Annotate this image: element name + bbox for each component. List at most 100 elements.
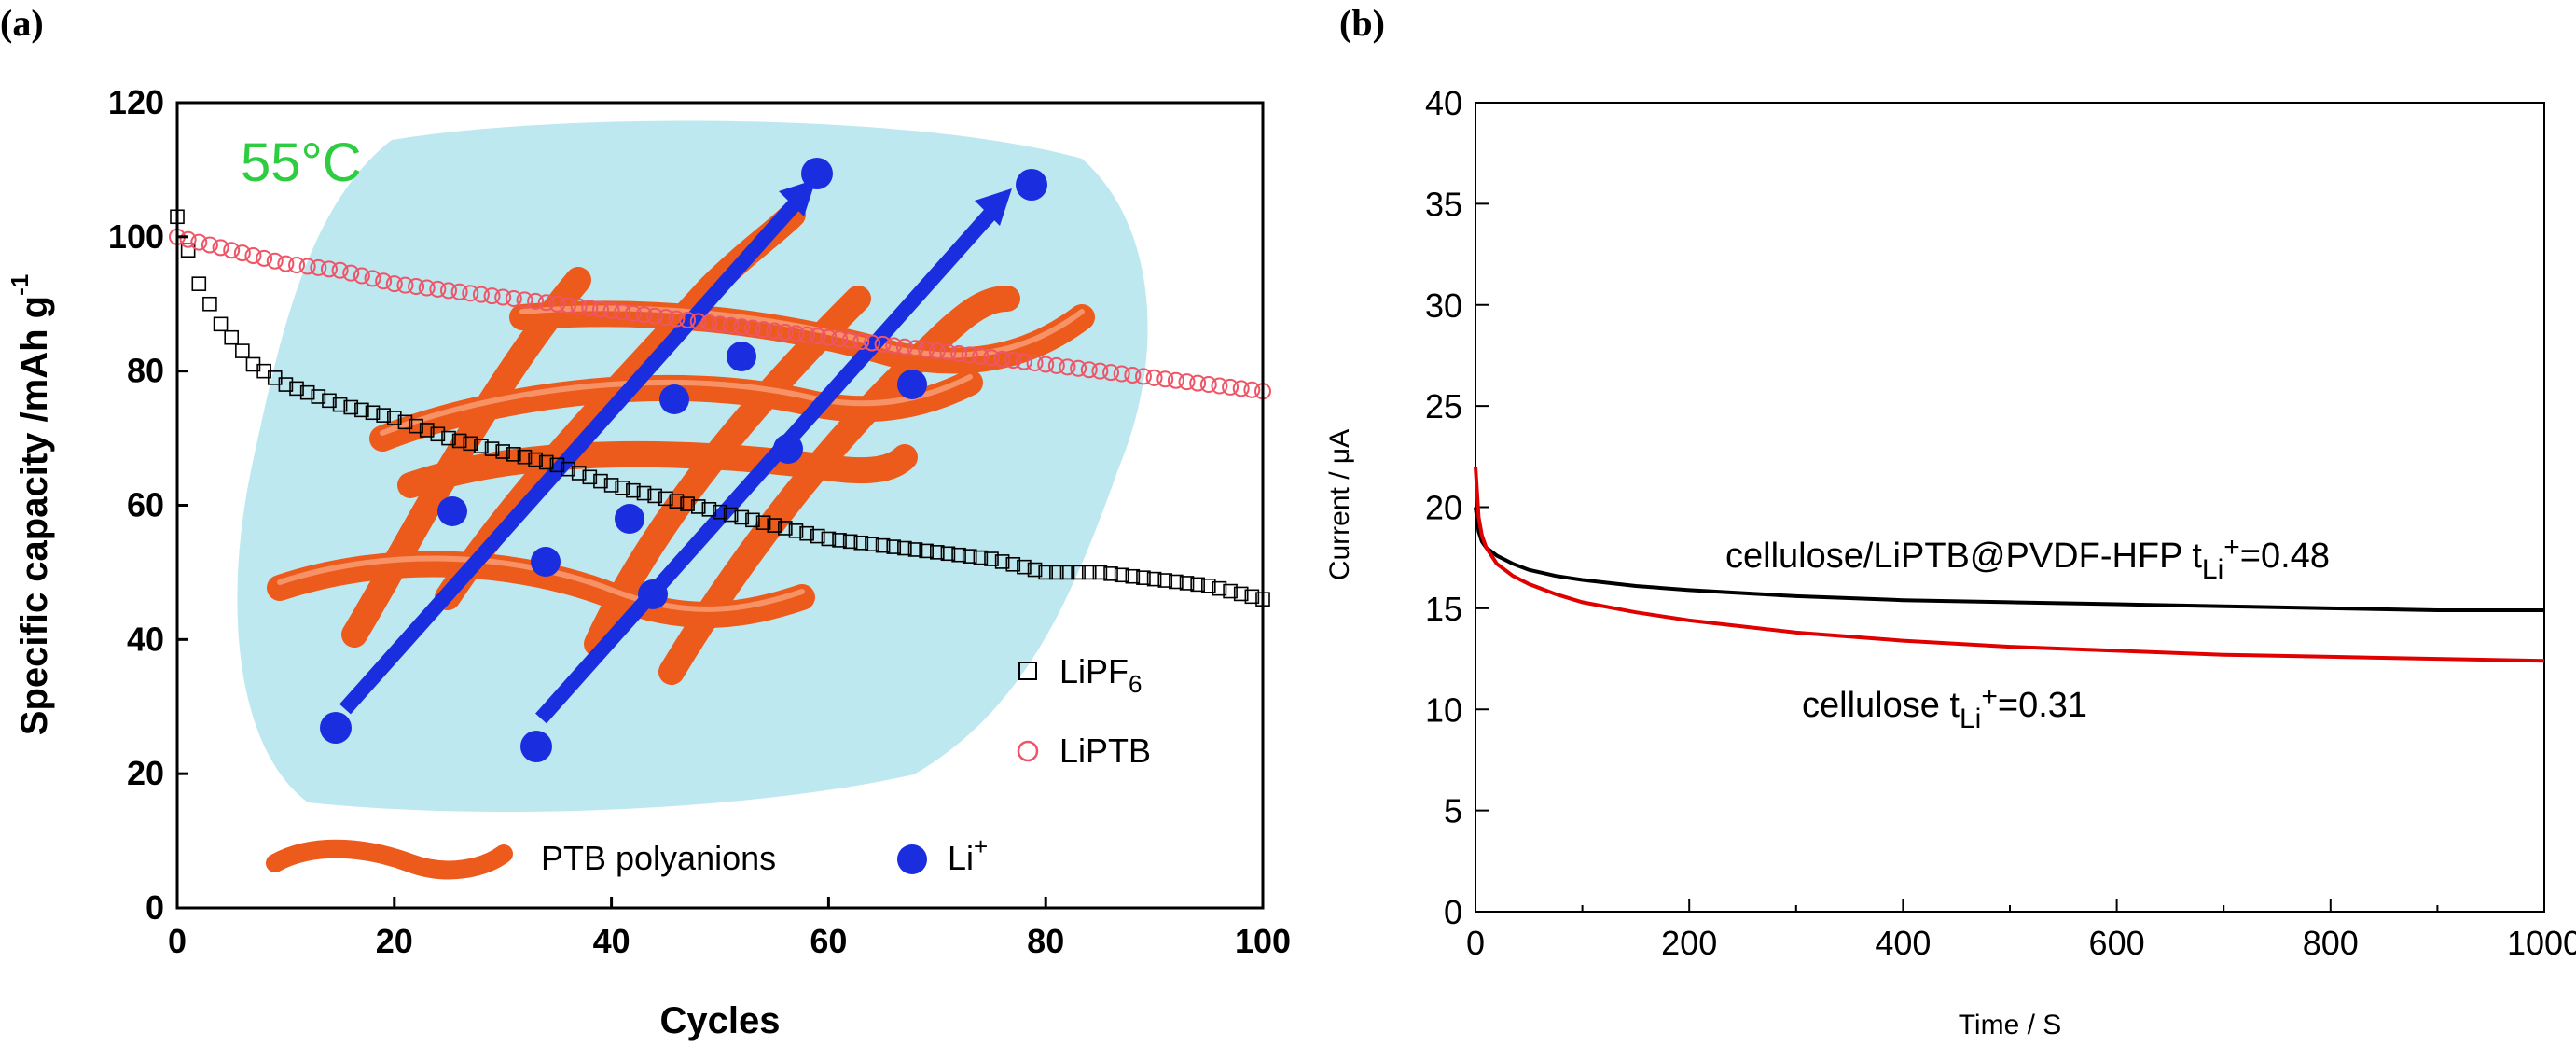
x-tick-label-b: 400	[1875, 924, 1931, 962]
data-point-liptb	[1091, 362, 1109, 380]
data-point-lipf6	[224, 329, 239, 345]
data-point-lipf6	[810, 528, 825, 544]
y-axis-title-a: Specific capacity /mAh g-1	[6, 274, 55, 735]
data-point-liptb	[1167, 371, 1184, 389]
polyanion-strand	[369, 370, 983, 452]
data-point-lipf6	[365, 405, 381, 421]
data-point-lipf6	[832, 533, 847, 548]
data-point-lipf6	[897, 540, 912, 556]
y-tick-label-b: 40	[1425, 84, 1462, 122]
data-point-liptb	[483, 287, 501, 305]
data-point-liptb	[570, 298, 588, 315]
x-tick-label-a: 60	[810, 922, 847, 960]
data-point-lipf6	[875, 537, 891, 553]
x-tick-label-b: 0	[1466, 924, 1485, 962]
data-point-lipf6	[1212, 580, 1227, 596]
temperature-label: 55°C	[241, 132, 362, 193]
data-point-liptb	[635, 306, 653, 324]
data-point-lipf6	[734, 509, 750, 525]
x-axis-title-a: Cycles	[660, 1000, 781, 1041]
y-tick-label-b: 35	[1425, 185, 1462, 223]
data-point-liptb	[852, 333, 870, 351]
panel-b-chart: 0 200 400 600 800 1000 0 5 10 15 20 25 30 35 40 Time …	[1324, 84, 2576, 1040]
data-point-lipf6	[528, 452, 543, 467]
data-point-lipf6	[1071, 565, 1086, 580]
data-point-lipf6	[386, 411, 402, 425]
data-point-liptb	[918, 341, 935, 358]
data-point-liptb	[256, 249, 273, 267]
x-tick-label-a: 20	[376, 922, 413, 960]
data-point-lipf6	[799, 525, 814, 541]
y-tick-label-a: 100	[108, 217, 164, 256]
data-point-liptb	[223, 242, 241, 259]
y-ticks-b: 0 5 10 15 20 25 30 35 40	[1425, 84, 1489, 931]
annotation-cellulose: cellulose tLi+=0.31	[1802, 681, 2087, 734]
data-point-liptb	[505, 289, 522, 307]
data-point-lipf6	[322, 393, 337, 409]
x-tick-label-b: 200	[1661, 924, 1717, 962]
data-point-lipf6	[940, 546, 956, 562]
data-point-lipf6	[919, 543, 934, 559]
data-point-lipf6	[626, 482, 641, 498]
data-point-lipf6	[669, 494, 685, 509]
data-point-liptb	[831, 330, 849, 348]
data-point-liptb	[1156, 370, 1174, 388]
polyanion-strand	[658, 286, 1020, 685]
series-lipf6-markers	[170, 209, 1270, 607]
data-point-liptb	[841, 331, 859, 349]
li-ion-arrows	[339, 179, 1012, 724]
x-axis-title-b: Time / S	[1959, 1010, 2062, 1040]
plot-frame-b	[1475, 102, 2545, 913]
data-point-liptb	[950, 344, 968, 362]
y-axis-title-b: Current / μA	[1324, 429, 1355, 580]
data-point-liptb	[537, 294, 555, 312]
data-point-liptb	[1222, 378, 1240, 396]
data-point-liptb	[798, 326, 816, 343]
li-ion-spheres	[320, 158, 1047, 762]
data-point-lipf6	[582, 469, 598, 485]
data-point-liptb	[1037, 356, 1055, 373]
data-point-liptb	[668, 310, 686, 328]
data-point-liptb	[266, 252, 284, 270]
data-point-liptb	[766, 322, 783, 340]
y-tick-label-b: 15	[1425, 590, 1462, 628]
data-point-liptb	[700, 314, 718, 331]
data-point-lipf6	[713, 504, 727, 520]
data-point-lipf6	[332, 397, 348, 412]
data-point-lipf6	[561, 461, 575, 477]
data-point-liptb	[874, 335, 892, 353]
data-point-liptb	[983, 349, 1000, 367]
data-point-lipf6	[213, 316, 229, 332]
data-point-lipf6	[463, 436, 478, 452]
data-point-lipf6	[451, 433, 467, 449]
data-point-lipf6	[1190, 577, 1205, 593]
data-point-liptb	[581, 300, 599, 317]
data-point-lipf6	[680, 496, 695, 511]
data-point-liptb	[907, 340, 924, 357]
data-point-lipf6	[865, 537, 879, 552]
data-point-lipf6	[517, 449, 533, 465]
data-point-lipf6	[419, 423, 435, 438]
data-point-lipf6	[409, 418, 423, 434]
data-point-liptb	[1211, 377, 1228, 395]
data-point-liptb	[776, 323, 794, 341]
data-point-liptb	[1047, 356, 1065, 374]
data-point-lipf6	[202, 296, 217, 312]
data-point-liptb	[1199, 376, 1217, 394]
data-point-liptb	[233, 244, 251, 262]
y-axis-title-a-sup: -1	[6, 274, 34, 296]
data-point-liptb	[516, 291, 533, 309]
data-point-liptb	[201, 236, 218, 254]
data-point-liptb	[277, 255, 295, 272]
series-liptb-markers	[169, 228, 1271, 400]
data-point-lipf6	[474, 439, 489, 454]
data-point-lipf6	[1179, 576, 1195, 591]
y-tick-label-b: 10	[1425, 690, 1462, 729]
data-point-liptb	[863, 334, 880, 352]
data-point-lipf6	[973, 550, 989, 565]
data-point-lipf6	[603, 478, 619, 493]
svg-text:Specific capacity /mAh g-1: Specific capacity /mAh g-1	[6, 274, 55, 735]
data-point-liptb	[928, 342, 946, 360]
data-point-liptb	[961, 346, 978, 364]
y-tick-label-b: 25	[1425, 387, 1462, 425]
